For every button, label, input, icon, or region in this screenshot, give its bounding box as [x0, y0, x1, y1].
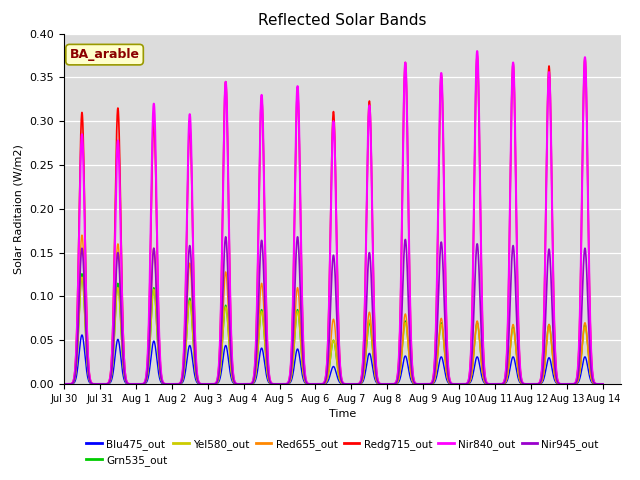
Redg715_out: [243, 381, 251, 387]
Grn535_out: [469, 358, 477, 364]
Line: Red655_out: Red655_out: [64, 235, 603, 384]
Yel580_out: [469, 359, 477, 365]
Nir840_out: [315, 381, 323, 387]
Nir840_out: [474, 48, 481, 54]
Red655_out: [599, 381, 607, 387]
Nir840_out: [599, 381, 607, 387]
Blu475_out: [243, 381, 251, 387]
Legend: Blu475_out, Grn535_out, Yel580_out, Red655_out, Redg715_out, Nir840_out, Nir945_: Blu475_out, Grn535_out, Yel580_out, Red6…: [82, 435, 603, 470]
Blu475_out: [60, 381, 68, 387]
Nir945_out: [577, 346, 584, 351]
Blu475_out: [570, 381, 577, 387]
Nir945_out: [243, 381, 251, 387]
Yel580_out: [454, 381, 462, 387]
Red655_out: [60, 381, 68, 387]
Blu475_out: [454, 381, 462, 387]
Redg715_out: [599, 381, 607, 387]
Grn535_out: [454, 381, 462, 387]
Red655_out: [243, 381, 251, 387]
Nir945_out: [454, 381, 462, 387]
Grn535_out: [78, 271, 86, 276]
Grn535_out: [316, 381, 323, 387]
Nir840_out: [243, 381, 251, 387]
Nir840_out: [60, 381, 68, 387]
Grn535_out: [570, 381, 577, 387]
Redg715_out: [469, 264, 477, 269]
Redg715_out: [570, 381, 577, 387]
Yel580_out: [570, 381, 577, 387]
Yel580_out: [78, 274, 86, 280]
Blu475_out: [316, 381, 323, 387]
Grn535_out: [577, 366, 584, 372]
Line: Grn535_out: Grn535_out: [64, 274, 603, 384]
Redg715_out: [577, 296, 584, 302]
Nir840_out: [577, 296, 584, 302]
Title: Reflected Solar Bands: Reflected Solar Bands: [258, 13, 427, 28]
X-axis label: Time: Time: [329, 409, 356, 419]
Redg715_out: [315, 381, 323, 387]
Nir945_out: [469, 329, 477, 335]
Redg715_out: [60, 381, 68, 387]
Line: Redg715_out: Redg715_out: [64, 56, 603, 384]
Text: BA_arable: BA_arable: [70, 48, 140, 61]
Nir840_out: [454, 381, 461, 387]
Red655_out: [78, 232, 86, 238]
Nir945_out: [316, 381, 323, 387]
Nir840_out: [469, 262, 477, 267]
Red655_out: [570, 381, 577, 387]
Grn535_out: [60, 381, 68, 387]
Red655_out: [316, 381, 323, 387]
Nir945_out: [599, 381, 607, 387]
Nir840_out: [570, 381, 577, 387]
Redg715_out: [474, 53, 481, 59]
Nir945_out: [570, 381, 577, 387]
Nir945_out: [60, 381, 68, 387]
Red655_out: [454, 381, 462, 387]
Grn535_out: [243, 381, 251, 387]
Redg715_out: [454, 381, 461, 387]
Nir945_out: [222, 234, 230, 240]
Line: Blu475_out: Blu475_out: [64, 335, 603, 384]
Yel580_out: [577, 366, 584, 372]
Yel580_out: [599, 381, 607, 387]
Yel580_out: [60, 381, 68, 387]
Red655_out: [577, 365, 584, 371]
Blu475_out: [469, 371, 477, 377]
Y-axis label: Solar Raditaion (W/m2): Solar Raditaion (W/m2): [14, 144, 24, 274]
Line: Nir840_out: Nir840_out: [64, 51, 603, 384]
Red655_out: [469, 358, 477, 363]
Grn535_out: [599, 381, 607, 387]
Line: Nir945_out: Nir945_out: [64, 237, 603, 384]
Blu475_out: [599, 381, 607, 387]
Blu475_out: [577, 374, 584, 380]
Blu475_out: [78, 332, 86, 338]
Yel580_out: [316, 381, 323, 387]
Line: Yel580_out: Yel580_out: [64, 277, 603, 384]
Yel580_out: [243, 381, 251, 387]
